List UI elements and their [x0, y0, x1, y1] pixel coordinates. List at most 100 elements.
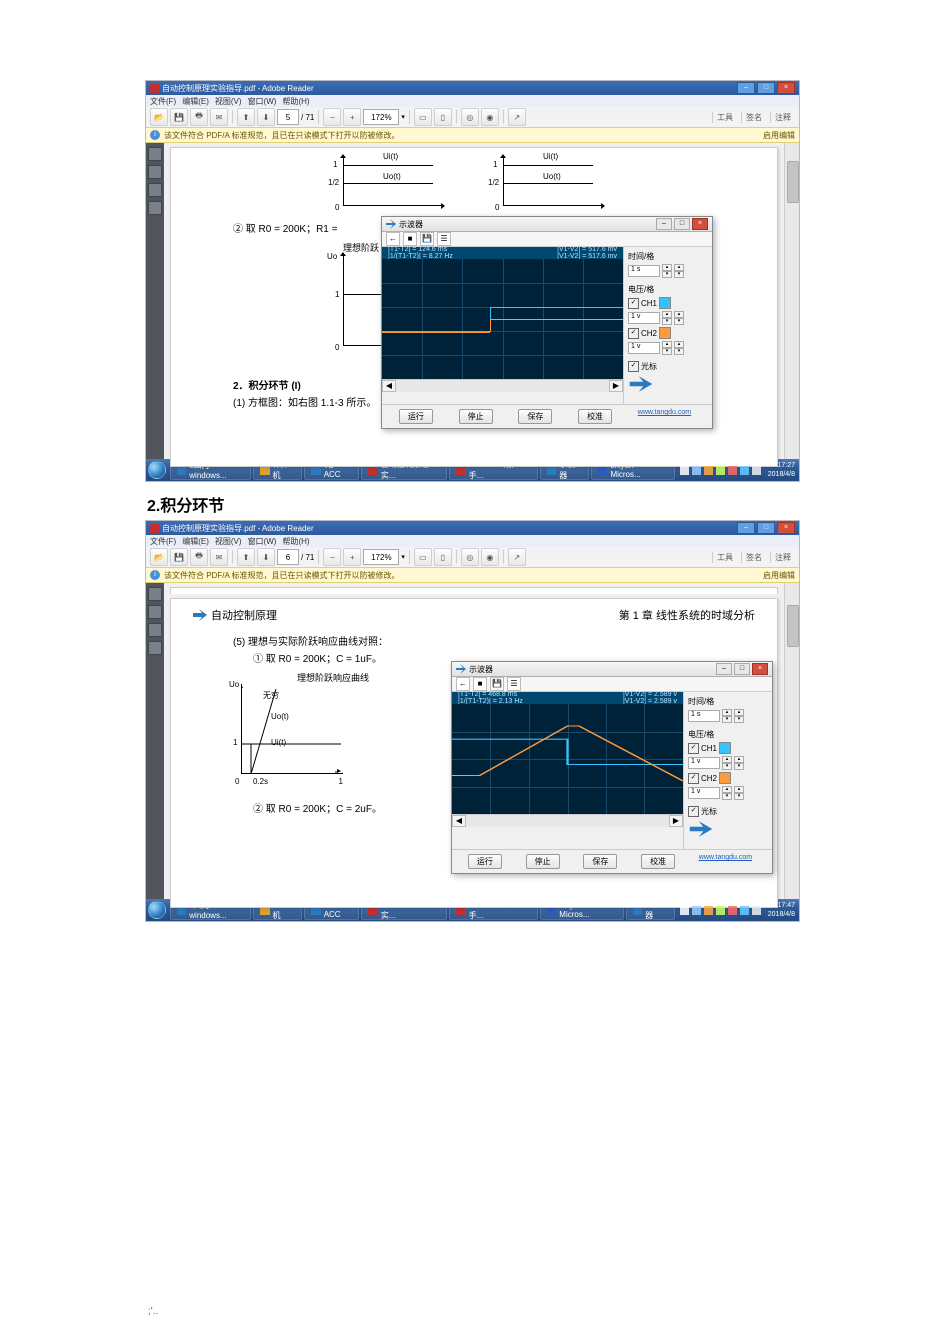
tool-icon[interactable]: ↗ [508, 548, 526, 566]
scope-save-icon[interactable]: 💾 [490, 677, 504, 691]
scope-ch2-color[interactable] [659, 327, 671, 339]
zoom-in-icon[interactable]: + [343, 548, 361, 566]
fit-width-icon[interactable]: ▭ [414, 108, 432, 126]
sign-panel-button[interactable]: 签名 [741, 112, 766, 123]
scope-close-button[interactable]: × [692, 218, 708, 230]
fit-page-icon[interactable]: ▯ [434, 548, 452, 566]
scope-time-spinner[interactable]: ▴▾ [662, 264, 672, 278]
open-icon[interactable]: 📂 [150, 548, 168, 566]
menu-file[interactable]: 文件(F) [150, 536, 176, 547]
scope-save-button[interactable]: 保存 [518, 409, 552, 424]
scope-ch1-color[interactable] [719, 742, 731, 754]
tray-icon[interactable] [692, 466, 701, 475]
scope-max-button[interactable]: □ [734, 663, 750, 675]
attachments-icon[interactable] [148, 183, 162, 197]
zoom-out-icon[interactable]: − [323, 548, 341, 566]
scope-ch2-checkbox[interactable]: ✓ [628, 328, 639, 339]
tray-icon[interactable] [740, 906, 749, 915]
scope-stop-icon[interactable]: ■ [403, 232, 417, 246]
attachments-icon[interactable] [148, 623, 162, 637]
scope-hscrollbar[interactable]: ◀▶ [452, 814, 683, 827]
print-icon[interactable]: 🖶 [190, 548, 208, 566]
scope-stop-button[interactable]: 停止 [526, 854, 560, 869]
zoom-input[interactable] [363, 549, 399, 565]
scope-cursor-checkbox[interactable]: ✓ [688, 806, 699, 817]
reader-vscrollbar[interactable] [784, 143, 799, 459]
scope-stop-button[interactable]: 停止 [459, 409, 493, 424]
tools-panel-button[interactable]: 工具 [712, 112, 737, 123]
comment-icon[interactable]: ◉ [481, 548, 499, 566]
enable-edit-button[interactable]: 启用编辑 [763, 130, 795, 141]
menu-view[interactable]: 视图(V) [215, 96, 242, 107]
mail-icon[interactable]: ✉ [210, 548, 228, 566]
oscilloscope-window[interactable]: 示波器 – □ × ← ■ 💾 ☰ [451, 661, 773, 874]
scope-time-field[interactable]: 1 s [628, 265, 660, 277]
print-icon[interactable]: 🖶 [190, 108, 208, 126]
page-up-icon[interactable]: ⬆ [237, 108, 255, 126]
scope-save-icon[interactable]: 💾 [420, 232, 434, 246]
scope-hscrollbar[interactable]: ◀▶ [382, 379, 623, 392]
window-titlebar[interactable]: 自动控制原理实验指导.pdf - Adobe Reader – □ × [146, 81, 799, 95]
sign-panel-button[interactable]: 签名 [741, 552, 766, 563]
tray-icon[interactable] [704, 906, 713, 915]
read-mode-icon[interactable]: ◎ [461, 548, 479, 566]
tray-icon[interactable] [692, 906, 701, 915]
scope-min-button[interactable]: – [716, 663, 732, 675]
minimize-button[interactable]: – [737, 522, 755, 534]
thumbnails-icon[interactable] [148, 147, 162, 161]
scope-link[interactable]: www.tangdu.com [699, 854, 756, 869]
scope-canvas[interactable] [382, 259, 623, 379]
tray-icon[interactable] [740, 466, 749, 475]
bookmarks-icon[interactable] [148, 165, 162, 179]
scope-link[interactable]: www.tangdu.com [638, 409, 695, 424]
close-button[interactable]: × [777, 82, 795, 94]
scope-canvas[interactable] [452, 704, 683, 814]
thumbnails-icon[interactable] [148, 587, 162, 601]
scope-ch1-checkbox[interactable]: ✓ [688, 743, 699, 754]
save-icon[interactable]: 💾 [170, 548, 188, 566]
close-button[interactable]: × [777, 522, 795, 534]
page-current-input[interactable] [277, 109, 299, 125]
scope-back-icon[interactable]: ← [386, 232, 400, 246]
tray-icon[interactable] [728, 466, 737, 475]
scope-ch1-color[interactable] [659, 297, 671, 309]
menu-help[interactable]: 帮助(H) [282, 96, 309, 107]
scope-run-button[interactable]: 运行 [468, 854, 502, 869]
scope-ch1-field[interactable]: 1 v [688, 757, 720, 769]
fit-page-icon[interactable]: ▯ [434, 108, 452, 126]
mail-icon[interactable]: ✉ [210, 108, 228, 126]
tray-icon[interactable] [716, 466, 725, 475]
page-down-icon[interactable]: ⬇ [257, 108, 275, 126]
save-icon[interactable]: 💾 [170, 108, 188, 126]
scope-calibrate-button[interactable]: 校准 [578, 409, 612, 424]
scope-export-icon[interactable]: ☰ [437, 232, 451, 246]
tray-volume-icon[interactable] [752, 906, 761, 915]
tray-icon[interactable] [704, 466, 713, 475]
tray-volume-icon[interactable] [752, 466, 761, 475]
reader-vscrollbar[interactable] [784, 583, 799, 899]
start-button[interactable] [146, 899, 169, 921]
scope-max-button[interactable]: □ [674, 218, 690, 230]
scope-calibrate-button[interactable]: 校准 [641, 854, 675, 869]
menu-help[interactable]: 帮助(H) [282, 536, 309, 547]
scope-ch1-checkbox[interactable]: ✓ [628, 298, 639, 309]
tray-icon[interactable] [716, 906, 725, 915]
scope-titlebar[interactable]: 示波器 – □ × [382, 217, 712, 232]
menu-window[interactable]: 窗口(W) [248, 536, 277, 547]
scope-run-button[interactable]: 运行 [399, 409, 433, 424]
scope-ch1-field[interactable]: 1 v [628, 312, 660, 324]
signatures-icon[interactable] [148, 201, 162, 215]
scope-close-button[interactable]: × [752, 663, 768, 675]
menu-view[interactable]: 视图(V) [215, 536, 242, 547]
scope-back-icon[interactable]: ← [456, 677, 470, 691]
scope-flag-icon[interactable] [688, 819, 714, 839]
menu-window[interactable]: 窗口(W) [248, 96, 277, 107]
fit-width-icon[interactable]: ▭ [414, 548, 432, 566]
scope-ch2-field[interactable]: 1 v [688, 787, 720, 799]
zoom-out-icon[interactable]: − [323, 108, 341, 126]
tray-icon[interactable] [680, 906, 689, 915]
signatures-icon[interactable] [148, 641, 162, 655]
scope-ch2-color[interactable] [719, 772, 731, 784]
start-button[interactable] [146, 459, 169, 481]
menu-edit[interactable]: 编辑(E) [182, 536, 209, 547]
